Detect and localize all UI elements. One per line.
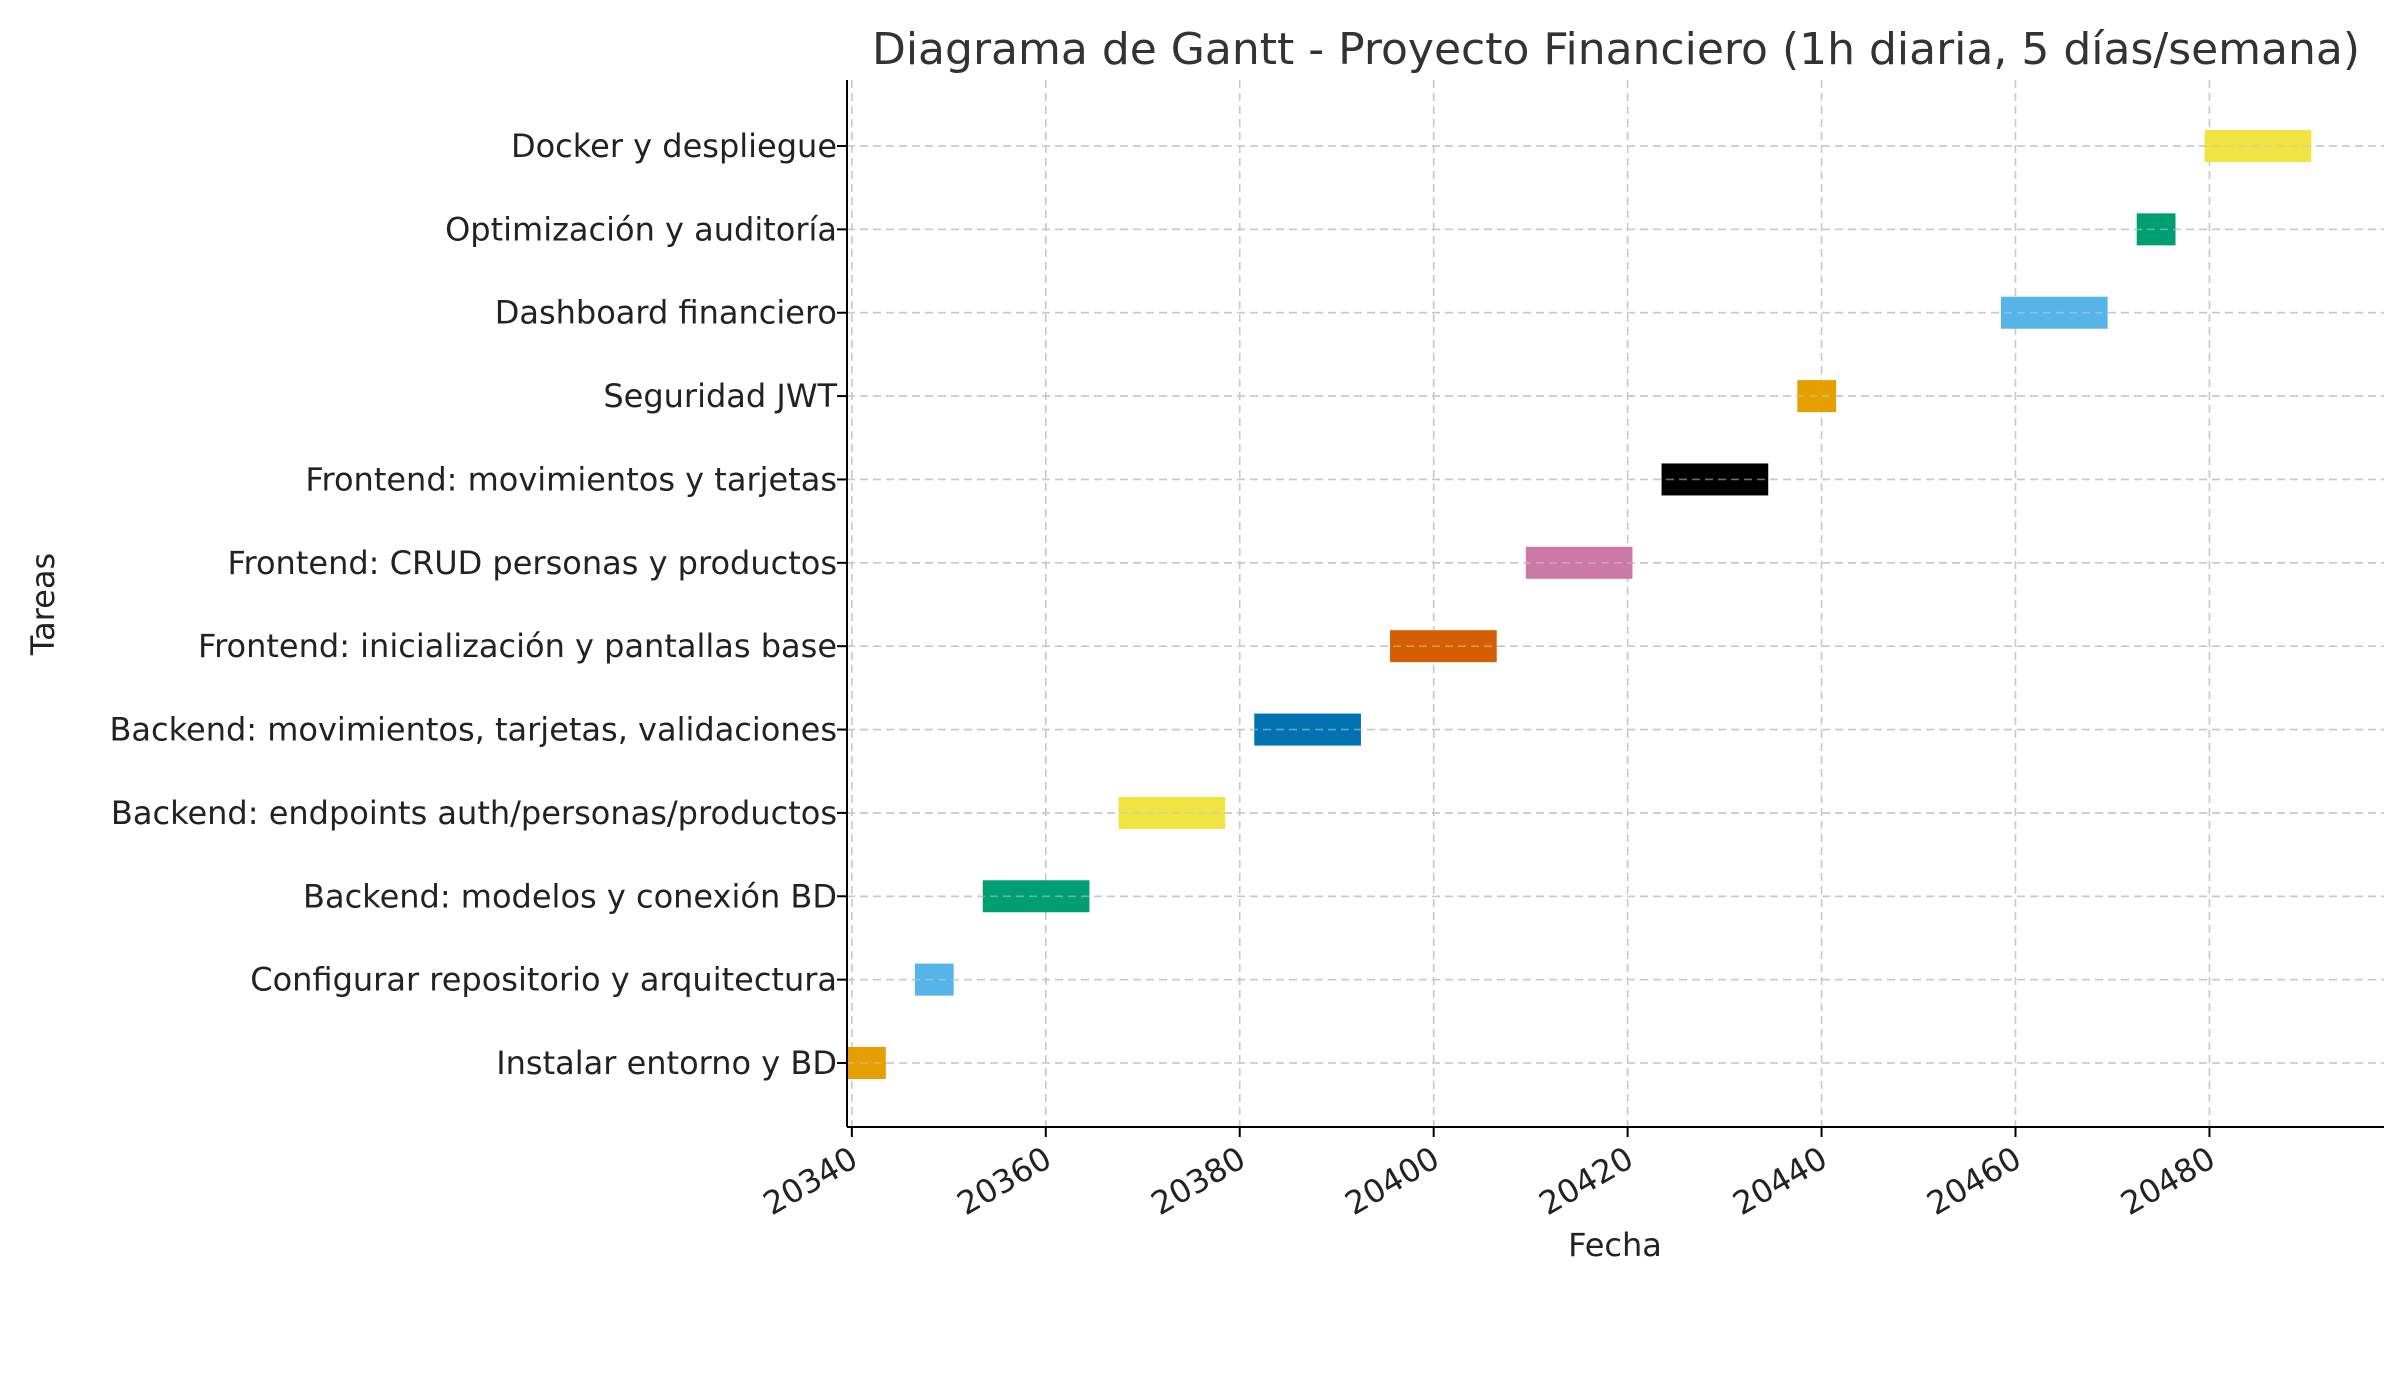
y-tick-labels: Instalar entorno y BD Configurar reposito… bbox=[109, 127, 847, 1082]
grid-front-layer bbox=[847, 145, 2384, 1064]
y-tick-label: Backend: modelos y conexión BD bbox=[303, 877, 837, 915]
gantt-bar bbox=[2000, 296, 2108, 329]
y-tick-label: Frontend: inicialización y pantallas bas… bbox=[198, 627, 837, 665]
bars-layer bbox=[847, 130, 2312, 1079]
y-tick-label: Frontend: CRUD personas y productos bbox=[227, 544, 837, 582]
y-tick-label: Backend: endpoints auth/personas/product… bbox=[111, 794, 837, 832]
y-tick-label: Configurar repositorio y arquitectura bbox=[250, 961, 837, 999]
x-tick-label: 20340 bbox=[757, 1139, 864, 1223]
x-tick-label: 20480 bbox=[2114, 1139, 2221, 1223]
y-tick-label: Backend: movimientos, tarjetas, validaci… bbox=[109, 711, 837, 749]
x-tick-label: 20460 bbox=[1920, 1139, 2027, 1223]
x-axis-label: Fecha bbox=[1568, 1226, 1662, 1264]
y-tick-label: Dashboard financiero bbox=[495, 294, 837, 332]
gantt-bar bbox=[2136, 213, 2176, 246]
x-tick-label: 20360 bbox=[951, 1139, 1058, 1223]
y-tick-label: Seguridad JWT bbox=[603, 377, 837, 415]
y-tick-label: Instalar entorno y BD bbox=[496, 1044, 837, 1082]
x-tick-label: 20380 bbox=[1145, 1139, 1252, 1223]
x-tick-label: 20440 bbox=[1726, 1139, 1833, 1223]
x-tick-labels: 20340 20360 20380 20400 20420 20440 20460 20480 bbox=[757, 1127, 2221, 1223]
y-tick-label: Docker y despliegue bbox=[511, 127, 837, 165]
y-tick-label: Optimización y auditoría bbox=[445, 210, 837, 248]
gantt-bar bbox=[1661, 463, 1769, 496]
y-axis-label: Tareas bbox=[24, 553, 62, 656]
y-tick-label: Frontend: movimientos y tarjetas bbox=[305, 460, 837, 498]
chart-title: Diagrama de Gantt - Proyecto Financiero … bbox=[872, 24, 2360, 75]
x-tick-label: 20400 bbox=[1339, 1139, 1446, 1223]
gantt-bar bbox=[914, 963, 954, 996]
x-tick-label: 20420 bbox=[1532, 1139, 1639, 1223]
